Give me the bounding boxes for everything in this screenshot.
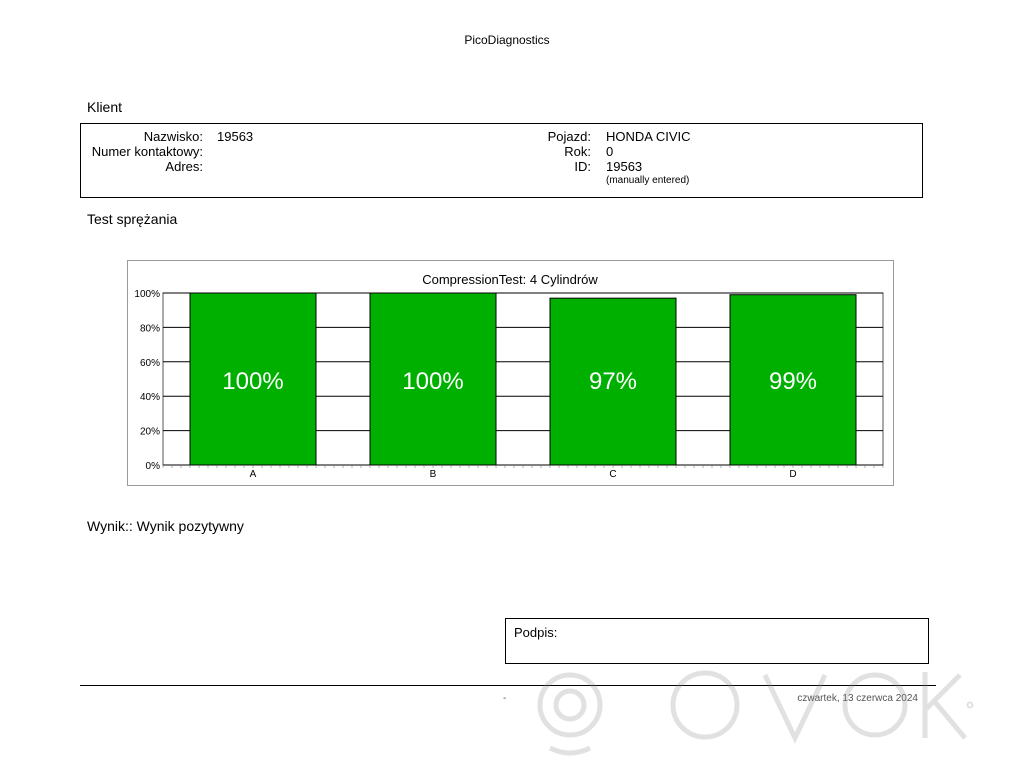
client-info-box: Nazwisko: 19563 Numer kontaktowy: Adres:… bbox=[80, 123, 923, 198]
year-label: Rok: bbox=[564, 144, 591, 159]
footer-dash: - bbox=[503, 693, 507, 704]
y-tick-label: 0% bbox=[146, 461, 161, 472]
y-tick-label: 80% bbox=[140, 323, 160, 334]
client-heading: Klient bbox=[87, 99, 123, 115]
x-tick-label: A bbox=[250, 469, 257, 480]
name-value: 19563 bbox=[217, 129, 254, 144]
chart-title: CompressionTest: 4 Cylindrów bbox=[422, 272, 598, 287]
bar bbox=[369, 292, 497, 466]
bar bbox=[189, 292, 317, 466]
result-text: Wynik:: Wynik pozytywny bbox=[87, 518, 244, 534]
x-tick-label: C bbox=[609, 469, 616, 480]
vehicle-label: Pojazd: bbox=[547, 129, 591, 144]
watermark-logo bbox=[537, 670, 974, 756]
y-tick-label: 20% bbox=[140, 427, 160, 438]
year-value: 0 bbox=[606, 144, 614, 159]
x-tick-label: D bbox=[789, 469, 796, 480]
id-note: (manually entered) bbox=[606, 175, 690, 186]
signature-label: Podpis: bbox=[514, 625, 558, 640]
bar-value-label: 100% bbox=[402, 368, 463, 395]
bar bbox=[549, 297, 677, 466]
bar-value-label: 99% bbox=[769, 368, 817, 395]
compression-chart: CompressionTest: 4 Cylindrów 0% 20% 40% 60%… bbox=[127, 260, 894, 486]
y-tick-label: 40% bbox=[140, 392, 160, 403]
id-value: 19563 bbox=[606, 159, 643, 174]
app-title: PicoDiagnostics bbox=[464, 33, 550, 47]
id-label: ID: bbox=[574, 159, 591, 174]
bar-value-label: 100% bbox=[222, 368, 283, 395]
name-label: Nazwisko: bbox=[143, 129, 203, 144]
x-tick-label: B bbox=[430, 469, 437, 480]
footer-divider bbox=[80, 685, 936, 686]
test-heading: Test sprężania bbox=[87, 211, 178, 227]
y-tick-label: 100% bbox=[134, 289, 160, 300]
signature-box: Podpis: bbox=[505, 618, 929, 664]
y-tick-label: 60% bbox=[140, 358, 160, 369]
address-label: Adres: bbox=[165, 159, 203, 174]
footer-date: czwartek, 13 czerwca 2024 bbox=[797, 693, 918, 704]
chart-svg: CompressionTest: 4 Cylindrów 0% 20% 40% 60%… bbox=[134, 272, 884, 480]
bar bbox=[729, 294, 857, 466]
vehicle-value: HONDA CIVIC bbox=[606, 129, 691, 144]
bar-value-label: 97% bbox=[589, 368, 637, 395]
contact-label: Numer kontaktowy: bbox=[91, 144, 203, 159]
